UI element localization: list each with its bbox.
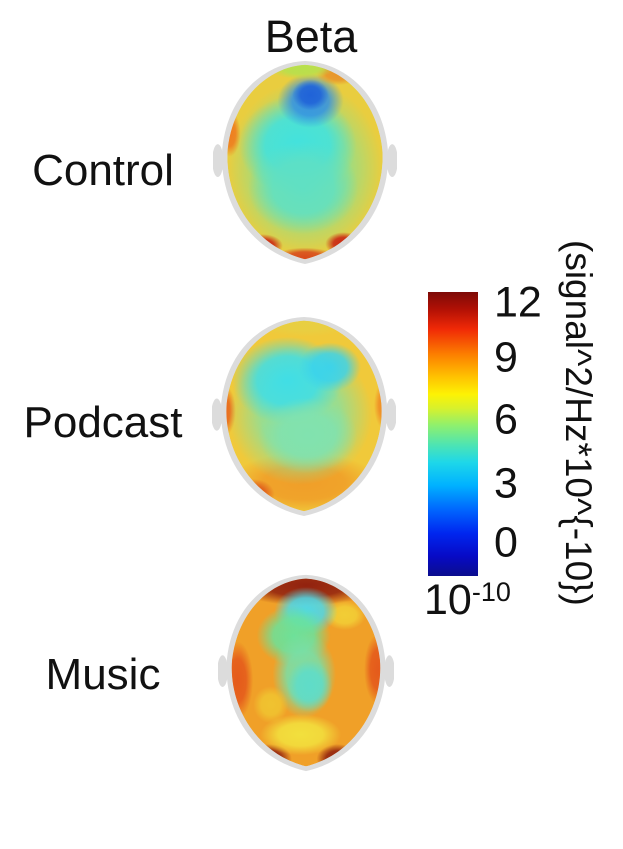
colorbar-tick-6: 6 (494, 395, 518, 444)
scale-exponent: -10 (471, 577, 511, 607)
colorbar-tick-3: 3 (494, 459, 518, 508)
colorbar-tick-0: 0 (494, 518, 518, 567)
colorbar-tick-labels: 12 9 6 3 0 (492, 281, 562, 576)
figure-title: Beta (264, 11, 358, 62)
colorbar (428, 292, 478, 576)
colorbar-tick-12: 12 (494, 278, 542, 327)
colorbar-scale-label: 10-10 (424, 579, 511, 622)
colorbar-tick-9: 9 (494, 333, 518, 382)
row-label-music: Music (45, 650, 161, 699)
topomap-control (213, 60, 397, 265)
topomap-music (218, 574, 394, 772)
scale-base: 10 (424, 576, 472, 624)
topomap-podcast (212, 316, 396, 517)
colorbar-unit-label: (signal^2/Hz*10^{-10}) (558, 240, 599, 606)
row-label-podcast: Podcast (23, 398, 183, 447)
row-label-control: Control (32, 146, 174, 195)
